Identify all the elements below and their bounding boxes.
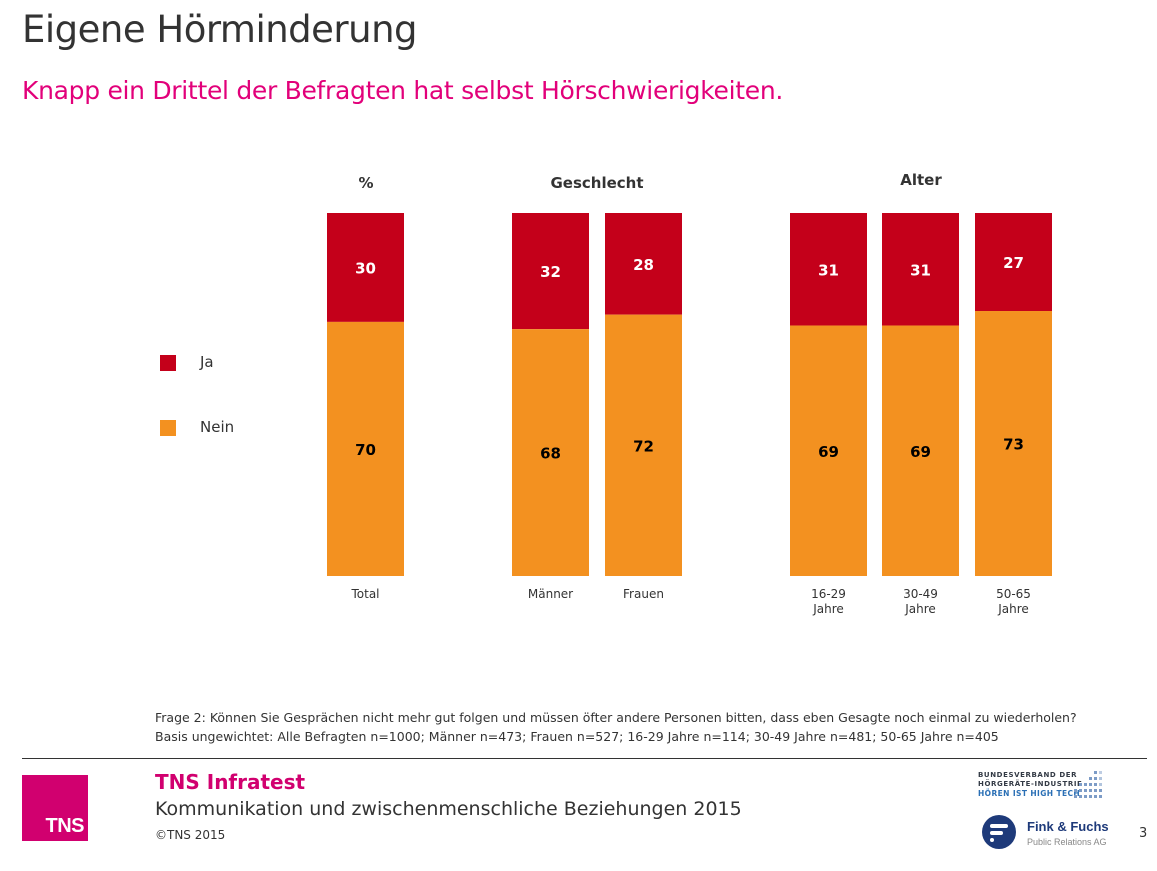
bvhi-line-2: HÖRGERÄTE-INDUSTRIE (978, 780, 1083, 788)
data-label-ja: 28 (633, 256, 654, 274)
bar-segment-nein (975, 311, 1052, 576)
data-label-nein: 73 (1003, 436, 1024, 454)
data-label-nein: 72 (633, 437, 654, 455)
fink-fuchs-subtitle: Public Relations AG (1027, 837, 1107, 847)
data-label-nein: 69 (910, 443, 931, 461)
category-label: 50-65 (996, 587, 1031, 601)
page-title: Eigene Hörminderung (22, 8, 418, 51)
footnote: Frage 2: Können Sie Gesprächen nicht meh… (155, 708, 1077, 746)
category-label: Jahre (997, 602, 1029, 616)
category-label: Total (350, 587, 379, 601)
bar-segment-ja (790, 213, 867, 326)
footnote-base: Basis ungewichtet: Alle Befragten n=1000… (155, 729, 999, 744)
category-label: Jahre (812, 602, 844, 616)
group-header-alter: Alter (900, 171, 942, 189)
data-label-nein: 68 (540, 445, 561, 463)
category-label: 16-29 (811, 587, 846, 601)
study-title: Kommunikation und zwischenmenschliche Be… (155, 798, 742, 820)
stacked-bar-chart: 3070Total3268Männer2872Frauen316916-29Ja… (327, 213, 1052, 616)
category-label: Frauen (623, 587, 664, 601)
bar-segment-ja (512, 213, 589, 330)
bar-segment-nein (327, 321, 404, 576)
bar-segment-nein (882, 325, 959, 576)
data-label-ja: 31 (818, 261, 839, 279)
footnote-question: Frage 2: Können Sie Gesprächen nicht meh… (155, 710, 1077, 725)
legend-label-ja: Ja (200, 353, 214, 371)
data-label-nein: 69 (818, 443, 839, 461)
category-label: Jahre (904, 602, 936, 616)
legend-swatch-ja (160, 355, 176, 371)
page-number: 3 (1139, 826, 1148, 841)
data-label-nein: 70 (355, 441, 376, 459)
data-label-ja: 31 (910, 261, 931, 279)
bvhi-dots-icon (1074, 771, 1102, 798)
legend-swatch-nein (160, 420, 176, 436)
bvhi-tagline: HÖREN IST HIGH TECH (978, 789, 1081, 798)
copyright: ©TNS 2015 (155, 828, 226, 842)
brand-name: TNS Infratest (155, 770, 306, 794)
bar-segment-nein (790, 325, 867, 576)
bar-segment-ja (882, 213, 959, 326)
bvhi-line-1: BUNDESVERBAND DER (978, 771, 1078, 779)
page-subtitle: Knapp ein Drittel der Befragten hat selb… (22, 76, 784, 105)
data-label-ja: 30 (355, 259, 376, 277)
group-header-total: % (358, 174, 374, 192)
category-label: 30-49 (903, 587, 938, 601)
fink-fuchs-name: Fink & Fuchs (1027, 819, 1109, 834)
group-header-geschlecht: Geschlecht (550, 174, 644, 192)
fink-fuchs-logo: Fink & Fuchs Public Relations AG (982, 815, 1109, 855)
tns-logo-text: TNS (45, 815, 85, 837)
tns-logo: TNS (22, 775, 88, 841)
bar-segment-ja (605, 213, 682, 315)
bar-segment-nein (512, 329, 589, 576)
data-label-ja: 32 (540, 263, 561, 281)
bar-segment-ja (327, 213, 404, 322)
bvhi-logo: BUNDESVERBAND DER HÖRGERÄTE-INDUSTRIE HÖ… (978, 771, 1108, 811)
footer-divider (22, 758, 1147, 759)
data-label-ja: 27 (1003, 254, 1024, 272)
bar-segment-nein (605, 314, 682, 576)
bar-segment-ja (975, 213, 1052, 312)
fink-fuchs-icon (982, 815, 1016, 849)
legend-label-nein: Nein (200, 418, 235, 436)
category-label: Männer (528, 587, 573, 601)
